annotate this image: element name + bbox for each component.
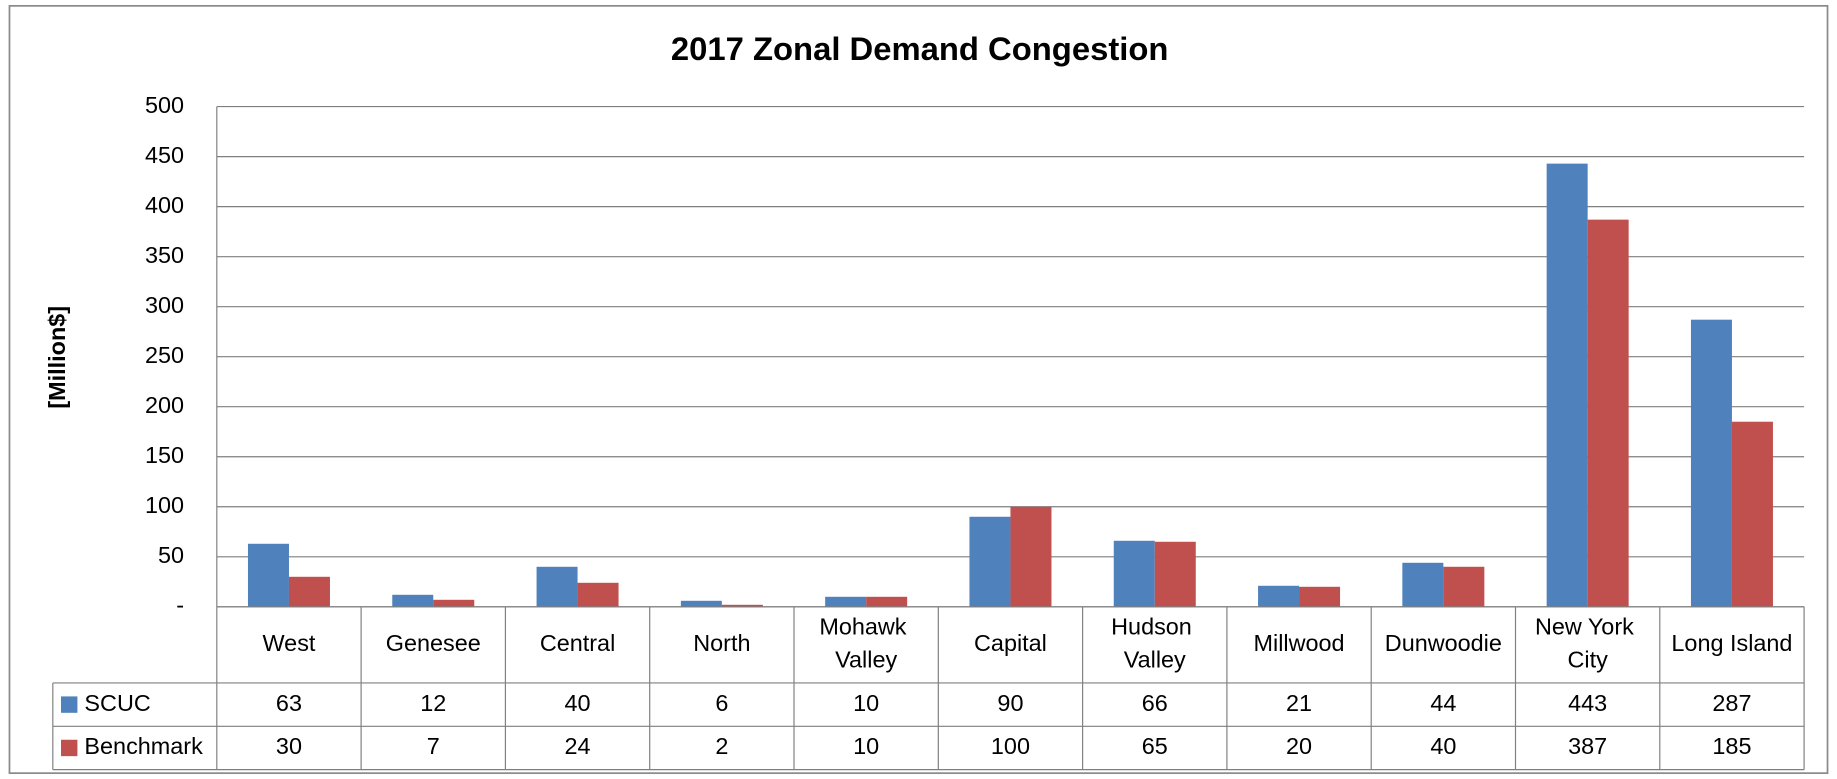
bar [433,599,475,607]
bar [680,600,722,607]
table-value: 2 [715,733,728,759]
y-tick-label: 250 [145,342,184,368]
table-value: 90 [997,690,1023,716]
x-tick-label: Dunwoodie [1385,630,1502,656]
x-tick-label: West [263,630,316,656]
chart-title: 2017 Zonal Demand Congestion [671,30,1169,67]
bar [1154,541,1196,607]
bar [536,566,578,607]
x-tick-label: Millwood [1254,630,1345,656]
bar [1587,219,1629,607]
table-value: 21 [1286,690,1312,716]
table-value: 66 [1142,690,1168,716]
x-tick-label: North [693,630,750,656]
table-value: 44 [1430,690,1456,716]
bar [1299,586,1341,607]
y-tick-label: 50 [158,542,184,568]
bar [1731,421,1773,607]
y-tick-label: 450 [145,142,184,168]
table-value: 10 [853,733,879,759]
x-tick-label: Central [540,630,615,656]
x-tick-label: New York City [1535,614,1640,673]
bar [1010,506,1052,607]
x-tick-label: Mohawk Valley [819,614,913,673]
table-value: 287 [1712,690,1751,716]
x-tick-label: Genesee [386,630,481,656]
table-value: 40 [1430,733,1456,759]
y-tick-label: 100 [145,492,184,518]
bar [247,543,289,607]
y-tick-label: 300 [145,292,184,318]
bar [825,596,867,607]
bar [1113,540,1155,607]
table-value: 443 [1568,690,1607,716]
table-value: 6 [715,690,728,716]
table-value: 185 [1712,733,1751,759]
legend-swatch [61,696,78,713]
y-tick-label: 400 [145,192,184,218]
chart-border [8,4,1829,775]
legend-swatch [61,739,78,757]
x-tick-label: Capital [974,630,1047,656]
table-value: 20 [1286,733,1312,759]
bar [288,576,330,607]
bar [1690,319,1732,607]
table-value: 65 [1142,733,1168,759]
y-tick-label: 350 [145,242,184,268]
table-value: 387 [1568,733,1607,759]
table-value: 63 [276,690,302,716]
bar [1258,585,1300,607]
bar [866,596,908,607]
table-value: 24 [565,733,591,759]
bar [577,582,619,607]
y-tick-label: 500 [145,92,184,118]
legend-label: Benchmark [84,733,203,759]
bar [721,604,763,607]
bar [1443,566,1485,607]
table-value: 40 [565,690,591,716]
y-tick-label: 200 [145,392,184,418]
legend-label: SCUC [84,690,150,716]
bar [969,516,1011,607]
x-tick-label: Hudson Valley [1111,614,1198,673]
x-tick-label: Long Island [1671,630,1792,656]
y-tick-label: 150 [145,442,184,468]
table-value: 7 [427,733,440,759]
table-value: 12 [420,690,446,716]
table-value: 10 [853,690,879,716]
table-value: 30 [276,733,302,759]
bar [1546,163,1588,607]
y-tick-label: - [176,592,184,618]
table-value: 100 [991,733,1030,759]
bar [392,594,434,607]
y-axis-label: [Million$] [44,306,70,409]
bar [1402,562,1444,607]
